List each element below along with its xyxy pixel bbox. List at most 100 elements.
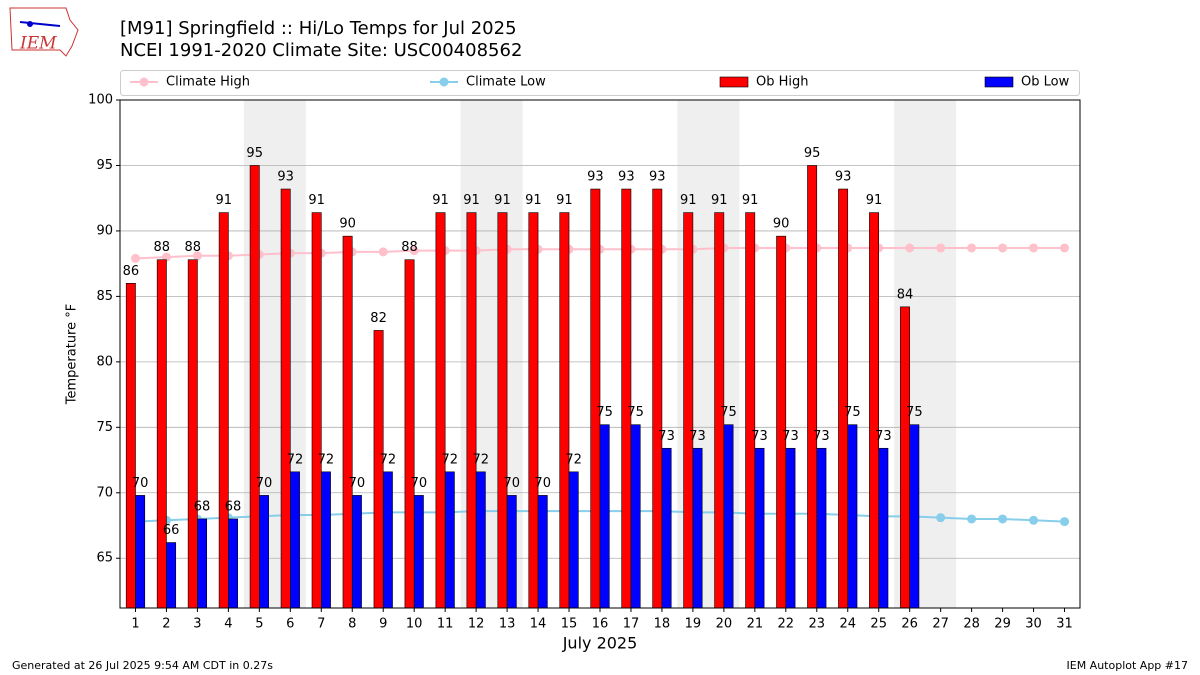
data-label: 91 xyxy=(494,193,511,208)
data-label: 93 xyxy=(277,170,294,185)
x-tick-label: 2 xyxy=(162,617,170,632)
point xyxy=(1029,515,1039,525)
data-label: 88 xyxy=(401,240,418,255)
data-label: 66 xyxy=(163,523,180,538)
x-tick-label: 9 xyxy=(379,617,387,632)
legend-label: Ob High xyxy=(756,75,809,90)
y-tick-label: 65 xyxy=(96,551,113,566)
y-tick-label: 90 xyxy=(96,223,113,238)
bar xyxy=(259,495,269,609)
point xyxy=(936,513,946,523)
data-label: 75 xyxy=(627,405,644,420)
point xyxy=(1029,243,1039,253)
bar xyxy=(320,471,331,609)
data-label: 72 xyxy=(287,452,304,467)
x-tick-label: 18 xyxy=(654,617,671,632)
data-label: 93 xyxy=(618,170,635,185)
data-label: 93 xyxy=(835,170,852,185)
data-label: 73 xyxy=(875,429,892,444)
data-label: 73 xyxy=(689,429,706,444)
data-label: 73 xyxy=(751,429,768,444)
data-label: 73 xyxy=(658,429,675,444)
footer-left: Generated at 26 Jul 2025 9:54 AM CDT in … xyxy=(12,659,273,672)
x-tick-label: 14 xyxy=(530,617,547,632)
point xyxy=(967,243,977,253)
x-tick-label: 17 xyxy=(623,617,640,632)
legend-label: Climate High xyxy=(166,75,250,90)
data-label: 75 xyxy=(596,405,613,420)
logo-dot xyxy=(27,21,33,27)
bar xyxy=(466,212,477,609)
x-tick-label: 22 xyxy=(778,617,795,632)
bar xyxy=(723,424,734,609)
legend-swatch xyxy=(719,76,749,88)
bar xyxy=(249,165,260,609)
data-label: 93 xyxy=(649,170,666,185)
bar xyxy=(528,212,539,609)
footer-right: IEM Autoplot App #17 xyxy=(1067,659,1189,672)
data-label: 86 xyxy=(123,264,140,279)
x-tick-label: 30 xyxy=(1025,617,1042,632)
bar xyxy=(900,306,910,609)
legend-label: Climate Low xyxy=(466,75,546,90)
data-label: 70 xyxy=(256,476,273,491)
x-tick-label: 7 xyxy=(317,617,325,632)
bar xyxy=(311,212,322,609)
bar xyxy=(342,235,353,609)
data-label: 68 xyxy=(225,499,242,514)
data-label: 90 xyxy=(773,217,790,232)
x-tick-label: 5 xyxy=(255,617,263,632)
plot-frame xyxy=(119,99,1081,609)
bar xyxy=(776,235,787,609)
legend-label: Ob Low xyxy=(1021,75,1070,90)
data-label: 91 xyxy=(308,193,325,208)
x-tick-label: 8 xyxy=(348,617,356,632)
bar xyxy=(683,212,694,609)
bar xyxy=(838,188,849,609)
bar xyxy=(599,424,610,609)
x-tick-label: 31 xyxy=(1056,617,1073,632)
data-label: 90 xyxy=(339,217,356,232)
bar xyxy=(869,212,880,609)
y-axis-label: Temperature °F xyxy=(65,304,80,405)
logo-line xyxy=(19,21,61,27)
data-label: 73 xyxy=(782,429,799,444)
data-label: 91 xyxy=(432,193,449,208)
point xyxy=(967,514,977,524)
data-label: 75 xyxy=(906,405,923,420)
bar xyxy=(807,165,818,609)
bar xyxy=(373,330,384,609)
point xyxy=(378,247,388,257)
x-tick-label: 25 xyxy=(870,617,887,632)
x-tick-label: 16 xyxy=(592,617,609,632)
bar xyxy=(475,471,486,609)
data-label: 70 xyxy=(349,476,366,491)
bar xyxy=(228,518,238,609)
y-tick-label: 75 xyxy=(96,420,113,435)
bar xyxy=(187,259,198,609)
y-tick-label: 70 xyxy=(96,485,113,500)
chart-subtitle: NCEI 1991-2020 Climate Site: USC00408562 xyxy=(120,40,522,61)
point xyxy=(905,243,915,253)
point xyxy=(161,252,171,262)
bar xyxy=(630,424,641,609)
data-label: 82 xyxy=(370,311,387,326)
data-label: 73 xyxy=(813,429,830,444)
bar xyxy=(166,542,177,609)
logo-outline xyxy=(9,7,79,57)
bar xyxy=(290,471,300,609)
bar xyxy=(506,495,517,609)
data-label: 72 xyxy=(442,452,459,467)
data-label: 91 xyxy=(866,193,883,208)
bar xyxy=(816,447,827,609)
bar xyxy=(661,447,672,609)
data-label: 88 xyxy=(154,240,171,255)
x-tick-label: 24 xyxy=(839,617,856,632)
weekend-shade xyxy=(925,100,957,608)
x-tick-label: 13 xyxy=(499,617,516,632)
data-label: 72 xyxy=(473,452,490,467)
bar xyxy=(497,212,508,609)
x-tick-label: 4 xyxy=(224,617,232,632)
x-tick-label: 1 xyxy=(131,617,139,632)
